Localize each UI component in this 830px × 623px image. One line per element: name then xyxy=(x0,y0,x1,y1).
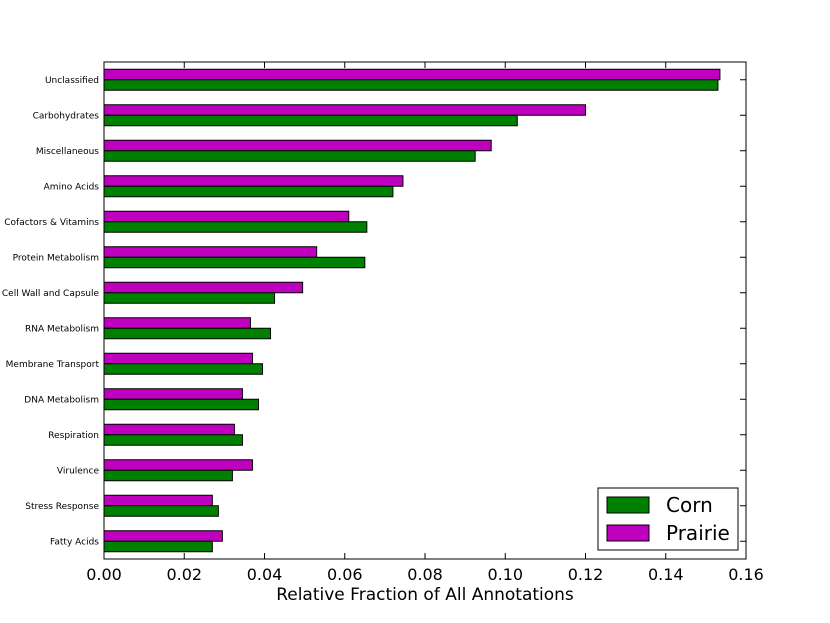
bar-corn-unclassified xyxy=(103,79,719,91)
y-tick-label: Protein Metabolism xyxy=(13,253,99,263)
bar-corn-virulence xyxy=(103,469,233,482)
y-tick-label: DNA Metabolism xyxy=(24,395,99,405)
bar-prairie-cofactors-vitamins xyxy=(103,210,350,223)
bars-group xyxy=(103,68,721,553)
bar-corn-miscellaneous xyxy=(103,150,476,162)
bar-corn-protein-metabolism xyxy=(103,256,366,269)
bar-prairie-amino-acids xyxy=(103,175,404,187)
y-ticks-group: Unclassified Carbohydrates Miscellaneous Am… xyxy=(2,76,746,547)
x-tick-label: 0.02 xyxy=(166,565,202,584)
bar-prairie-membrane-transport xyxy=(103,352,253,365)
x-tick-label: 0.06 xyxy=(327,565,363,584)
x-ticks-group: 0.00 0.02 0.04 0.06 0.08 0.10 0.12 0.14 0.16 xyxy=(86,62,764,584)
x-tick-label: 0.16 xyxy=(728,565,764,584)
x-tick-label: 0.08 xyxy=(407,565,443,584)
y-tick-label: Miscellaneous xyxy=(36,147,99,157)
y-tick-label: Cofactors & Vitamins xyxy=(4,218,99,228)
legend-label-prairie: Prairie xyxy=(666,521,730,545)
bar-prairie-protein-metabolism xyxy=(103,246,318,258)
bar-corn-respiration xyxy=(103,434,243,446)
y-tick-label: Stress Response xyxy=(25,502,99,512)
bar-corn-membrane-transport xyxy=(103,363,263,375)
legend: Corn Prairie xyxy=(597,487,739,551)
bar-prairie-dna-metabolism xyxy=(103,388,243,400)
legend-label-corn: Corn xyxy=(666,493,713,517)
bar-prairie-miscellaneous xyxy=(103,139,492,152)
y-tick-label: RNA Metabolism xyxy=(25,324,99,334)
bar-prairie-virulence xyxy=(103,459,253,471)
y-tick-label: Unclassified xyxy=(45,76,99,86)
x-tick-label: 0.10 xyxy=(487,565,523,584)
plot-area xyxy=(104,62,746,559)
bar-corn-dna-metabolism xyxy=(103,398,259,411)
bar-prairie-respiration xyxy=(103,423,235,436)
bar-prairie-fatty-acids xyxy=(103,530,223,542)
bar-prairie-stress-response xyxy=(103,494,213,507)
legend-swatch-corn xyxy=(606,496,650,514)
bar-prairie-unclassified xyxy=(103,68,721,81)
y-tick-label: Respiration xyxy=(48,431,99,441)
legend-swatch-prairie xyxy=(606,524,650,542)
bar-prairie-carbohydrates xyxy=(103,104,586,116)
x-axis-title: Relative Fraction of All Annotations xyxy=(276,585,574,605)
bar-corn-cofactors-vitamins xyxy=(103,221,368,233)
bar-corn-cell-wall-and-capsule xyxy=(103,292,276,304)
bar-corn-amino-acids xyxy=(103,185,394,198)
bar-prairie-cell-wall-and-capsule xyxy=(103,281,304,294)
bar-prairie-rna-metabolism xyxy=(103,317,251,329)
bar-corn-fatty-acids xyxy=(103,540,213,553)
y-tick-label: Membrane Transport xyxy=(6,360,100,370)
x-tick-label: 0.14 xyxy=(648,565,684,584)
y-tick-label: Amino Acids xyxy=(44,182,100,192)
plot-frame xyxy=(103,61,747,560)
y-tick-label: Virulence xyxy=(57,466,100,476)
y-tick-label: Carbohydrates xyxy=(33,111,100,121)
bar-corn-stress-response xyxy=(103,505,219,517)
x-tick-label: 0.04 xyxy=(247,565,283,584)
y-tick-label: Fatty Acids xyxy=(50,537,99,547)
bar-corn-rna-metabolism xyxy=(103,327,272,340)
x-tick-label: 0.12 xyxy=(568,565,604,584)
y-tick-label: Cell Wall and Capsule xyxy=(2,289,100,299)
bar-corn-carbohydrates xyxy=(103,114,518,127)
x-tick-label: 0.00 xyxy=(86,565,122,584)
